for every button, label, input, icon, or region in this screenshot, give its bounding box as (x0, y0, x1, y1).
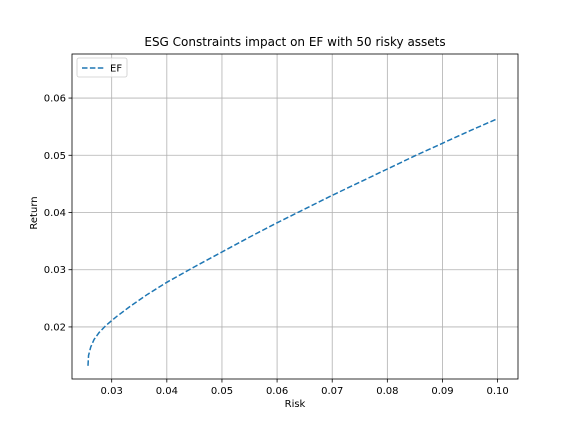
x-tick-label: 0.09 (431, 386, 453, 397)
plot-area: 0.03 0.04 0.05 0.06 0.07 0.08 0.09 0.10 0.02 0.03… (44, 53, 519, 397)
x-tick-label: 0.10 (486, 386, 508, 397)
chart-title: ESG Constraints impact on EF with 50 ris… (144, 35, 445, 49)
axes-frame (71, 53, 519, 380)
x-tick-label: 0.04 (156, 386, 178, 397)
y-tick-label: 0.05 (44, 151, 66, 162)
y-tick-label: 0.04 (44, 208, 66, 219)
x-tick-label: 0.07 (321, 386, 343, 397)
x-tick-label: 0.05 (211, 386, 233, 397)
y-tick-label: 0.03 (44, 265, 66, 276)
legend-label: EF (110, 64, 122, 75)
series-line-ef (87, 117, 498, 366)
x-axis-label: Risk (285, 399, 306, 410)
y-tick-label: 0.06 (44, 94, 66, 105)
x-tick-label: 0.08 (376, 386, 398, 397)
y-axis-label: Return (29, 196, 40, 229)
x-tick-label: 0.06 (266, 386, 288, 397)
x-tick-label: 0.03 (101, 386, 123, 397)
y-tick-label: 0.02 (44, 322, 66, 333)
